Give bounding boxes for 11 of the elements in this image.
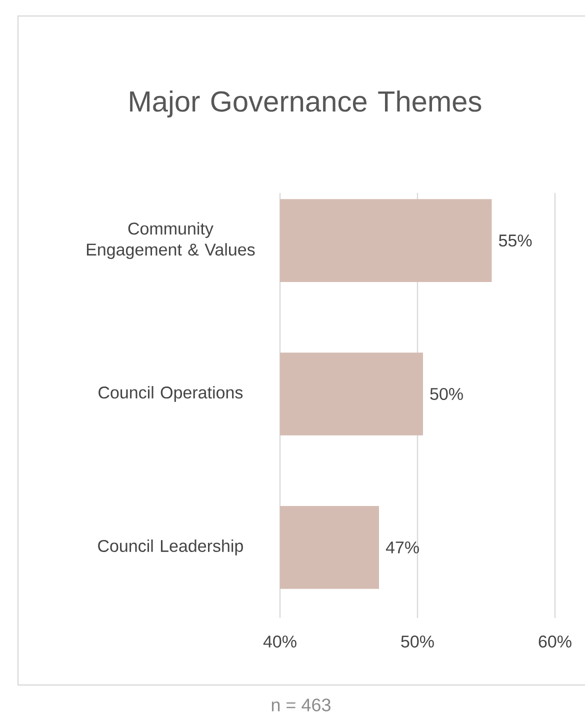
x-tick-label: 50% — [401, 636, 434, 648]
data-label: 47% — [386, 541, 419, 554]
y-tick-label: Council Leadership — [98, 540, 243, 556]
chart-title: Major Governance Themes — [130, 90, 482, 118]
y-tick-label: Council Operations — [98, 386, 243, 402]
x-tick-label: 60% — [538, 636, 572, 648]
text: n = 463 — [272, 698, 330, 712]
x-tick-label: 40% — [263, 636, 296, 648]
y-tick-label: Community Engagement & Values — [86, 222, 255, 259]
data-label: 50% — [430, 388, 463, 400]
data-label: 55% — [498, 234, 532, 247]
